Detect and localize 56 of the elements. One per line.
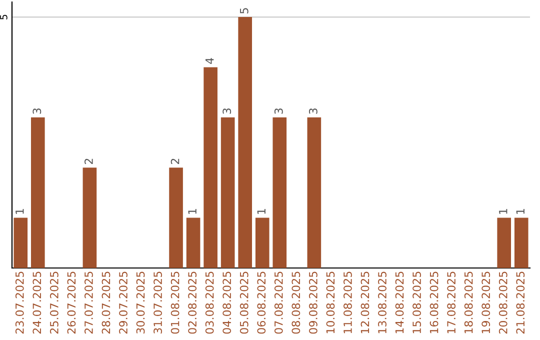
bar xyxy=(220,117,235,268)
x-tick-label: 23.07.2025 xyxy=(15,272,24,334)
x-tick-label: 13.08.2025 xyxy=(378,272,386,334)
bar xyxy=(307,117,322,268)
x-tick-label: 11.08.2025 xyxy=(344,272,352,334)
bar xyxy=(514,218,528,268)
x-tick-label: 20.08.2025 xyxy=(498,272,508,334)
x-tick-label: 30.07.2025 xyxy=(136,272,145,334)
data-label: 3 xyxy=(274,108,283,114)
data-label: 1 xyxy=(188,208,196,214)
data-label: 2 xyxy=(170,158,180,164)
x-tick-label: 29.07.2025 xyxy=(119,272,128,334)
x-tick-label: 01.08.2025 xyxy=(170,272,180,334)
x-tick-label: 09.08.2025 xyxy=(308,272,318,334)
data-label: 5 xyxy=(240,8,248,14)
data-label: 3 xyxy=(222,108,232,114)
x-tick-label: 05.08.2025 xyxy=(240,272,248,334)
x-tick-label: 16.08.2025 xyxy=(430,272,438,334)
bar xyxy=(30,117,45,268)
x-tick-label: 28.07.2025 xyxy=(102,272,110,334)
bar xyxy=(255,218,270,268)
x-tick-label: 06.08.2025 xyxy=(257,272,266,334)
x-tick-label: 21.08.2025 xyxy=(516,272,525,334)
x-tick-label: 17.08.2025 xyxy=(447,272,456,334)
bar xyxy=(169,168,183,268)
data-label: 1 xyxy=(257,208,266,214)
x-tick-label: 02.08.2025 xyxy=(188,272,197,334)
bar xyxy=(186,218,200,268)
data-label: 3 xyxy=(308,108,318,114)
x-tick-label: 04.08.2025 xyxy=(222,272,232,334)
data-label: 2 xyxy=(84,158,93,164)
data-label: 1 xyxy=(499,208,508,214)
x-tick-label: 14.08.2025 xyxy=(395,272,404,334)
bar xyxy=(14,218,28,268)
data-label: 1 xyxy=(16,208,24,214)
x-tick-label: 25.07.2025 xyxy=(50,272,58,334)
x-tick-label: 24.07.2025 xyxy=(32,272,42,334)
bar xyxy=(204,67,218,268)
x-tick-label: 18.08.2025 xyxy=(464,272,473,334)
bar xyxy=(238,17,252,268)
x-tick-label: 08.08.2025 xyxy=(292,272,300,334)
data-label: 3 xyxy=(32,108,42,114)
x-tick-label: 10.08.2025 xyxy=(326,272,335,334)
x-tick-label: 03.08.2025 xyxy=(205,272,214,334)
x-tick-label: 15.08.2025 xyxy=(412,272,421,334)
data-label: 1 xyxy=(516,208,524,214)
x-tick-label: 12.08.2025 xyxy=(360,272,370,334)
x-tick-label: 19.08.2025 xyxy=(482,272,490,334)
x-tick-label: 07.08.2025 xyxy=(274,272,283,334)
bar xyxy=(497,218,512,268)
x-tick-label: 31.07.2025 xyxy=(154,272,162,334)
bar xyxy=(82,168,97,268)
x-tick-label: 27.07.2025 xyxy=(84,272,93,334)
bar xyxy=(272,117,287,268)
data-label: 4 xyxy=(206,58,214,64)
x-tick-label: 26.07.2025 xyxy=(67,272,76,334)
